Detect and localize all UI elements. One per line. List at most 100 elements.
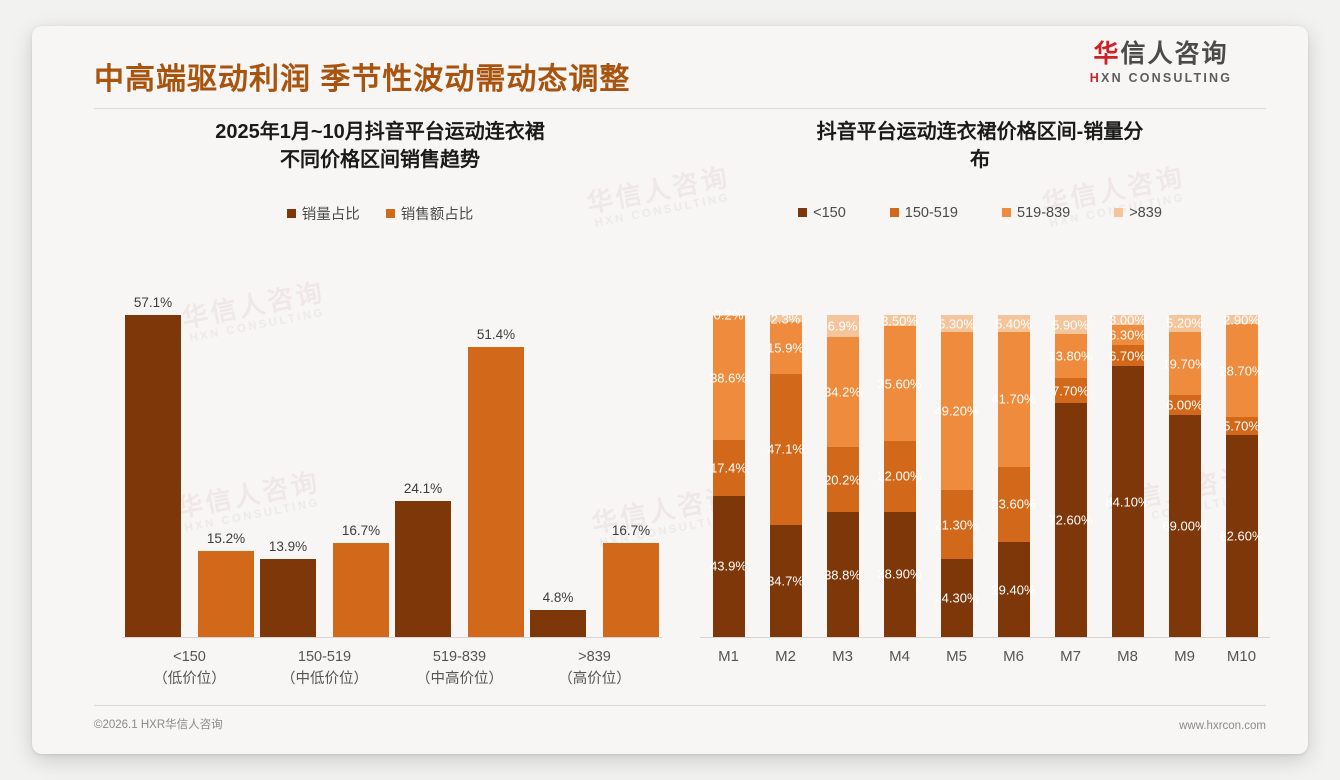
stack-segment[interactable]: 3.50%	[881, 313, 918, 328]
stack-segment-label: 35.60%	[877, 376, 922, 392]
stacked-bar[interactable]: 43.9% 17.4% 38.6% 0.2%	[710, 308, 747, 637]
stack-segment[interactable]: 6.70%	[1109, 344, 1146, 367]
stack-segment[interactable]: 5.30%	[938, 315, 975, 333]
legend-swatch-icon	[798, 208, 808, 218]
stack-segment-label: 23.60%	[991, 496, 1036, 512]
stack-segment[interactable]: 19.70%	[1162, 331, 1207, 396]
bar[interactable]	[530, 609, 586, 637]
stacked-bar[interactable]: 84.10% 6.70% 6.30% 3.00%	[1105, 312, 1150, 637]
stacked-bar[interactable]: 38.90% 22.00% 35.60% 3.50%	[877, 313, 922, 637]
stack-segment[interactable]: 5.90%	[1052, 315, 1089, 335]
stack-segment[interactable]: 34.7%	[767, 525, 804, 637]
stack-segment[interactable]: 49.20%	[934, 332, 979, 491]
bar-group: 13.9% 16.7%	[257, 299, 392, 637]
legend-item[interactable]: 销量占比	[286, 203, 360, 224]
bar-column[interactable]: 51.4%	[468, 299, 524, 637]
bar-value-label: 15.2%	[206, 531, 246, 547]
stack-segment[interactable]: 38.8%	[824, 512, 861, 637]
stacked-bar[interactable]: 38.8% 20.2% 34.2% 6.9%	[824, 315, 861, 637]
bar-value-label: 24.1%	[403, 481, 443, 497]
bar[interactable]	[198, 551, 254, 637]
stack-segment-label: 7.70%	[1052, 383, 1089, 399]
stacked-bar[interactable]: 34.7% 47.1% 15.9% 2.3%	[767, 311, 804, 637]
bar-column[interactable]: 16.7%	[603, 299, 659, 637]
chart-title-left-line1: 2025年1月~10月抖音平台运动连衣裙	[215, 121, 545, 143]
logo-chinese-text: 华信人咨询	[1056, 40, 1266, 69]
stacked-bar[interactable]: 62.60% 5.70% 28.70% 2.90%	[1219, 312, 1264, 637]
stack-segment[interactable]: 15.9%	[767, 322, 804, 374]
stack-segment[interactable]: 0.2%	[712, 308, 745, 323]
stack-segment[interactable]: 35.60%	[877, 326, 922, 441]
bar-column[interactable]: 13.9%	[260, 299, 316, 637]
stack-segment-label: 13.80%	[1048, 348, 1093, 364]
stack-segment[interactable]: 20.2%	[824, 447, 861, 513]
stacked-bar[interactable]: 69.00% 6.00% 19.70% 5.20%	[1162, 315, 1207, 637]
stack-segment[interactable]: 23.60%	[991, 466, 1036, 543]
x-axis-tick-label: <150 （低价位）	[122, 646, 257, 691]
x-tick-primary: >839	[578, 649, 611, 665]
stack-segment[interactable]: 2.90%	[1223, 312, 1260, 327]
stack-segment[interactable]: 41.70%	[991, 332, 1036, 467]
bar[interactable]	[333, 542, 389, 637]
stacked-bar[interactable]: 29.40% 23.60% 41.70% 5.40%	[991, 315, 1036, 637]
footer-copyright: ©2026.1 HXR华信人咨询	[94, 719, 223, 731]
legend-item[interactable]: 150-519	[889, 204, 958, 221]
x-tick-secondary: （中高价位）	[416, 671, 503, 688]
stack-segment[interactable]: 5.70%	[1223, 416, 1260, 436]
stacked-bar[interactable]: 24.30% 21.30% 49.20% 5.30%	[934, 315, 979, 637]
bar-column[interactable]: 16.7%	[333, 299, 389, 637]
stack-segment[interactable]: 28.70%	[1219, 324, 1264, 417]
stack-segment[interactable]: 69.00%	[1162, 414, 1207, 637]
stack-segment[interactable]: 7.70%	[1052, 378, 1089, 404]
bar-column[interactable]: 24.1%	[395, 299, 451, 637]
stack-segment[interactable]: 6.9%	[826, 315, 859, 338]
bar-group: 57.1% 15.2%	[122, 295, 257, 637]
legend-label: 150-519	[904, 204, 958, 221]
stack-segment[interactable]: 34.2%	[824, 337, 861, 448]
stack-segment[interactable]: 17.4%	[710, 439, 747, 496]
stack-segment[interactable]: 5.40%	[995, 315, 1032, 333]
stack-segment[interactable]: 13.80%	[1048, 334, 1093, 379]
legend-item[interactable]: 销售额占比	[385, 203, 473, 224]
stack-segment[interactable]: 6.30%	[1109, 324, 1146, 345]
stack-segment[interactable]: 22.00%	[877, 440, 922, 512]
stacked-bar[interactable]: 72.60% 7.70% 13.80% 5.90%	[1048, 315, 1093, 637]
stack-segment-label: 34.7%	[767, 573, 804, 589]
chart-title-right-line2: 布	[970, 149, 990, 172]
stack-segment[interactable]: 38.6%	[710, 315, 747, 440]
stack-segment[interactable]: 21.30%	[934, 490, 979, 559]
stack-segment[interactable]: 5.20%	[1166, 315, 1203, 332]
bar[interactable]	[468, 347, 524, 637]
stack-segment[interactable]: 3.00%	[1109, 312, 1146, 327]
stack-segment[interactable]: 6.00%	[1166, 395, 1203, 415]
stack-segment[interactable]: 72.60%	[1048, 403, 1093, 637]
stack-segment-label: 69.00%	[1162, 518, 1207, 534]
stack-segment[interactable]: 47.1%	[767, 373, 804, 526]
bar-column[interactable]: 15.2%	[198, 299, 254, 637]
stack-segment[interactable]: 38.90%	[877, 511, 922, 637]
stack-segment-label: 5.90%	[1052, 317, 1089, 333]
x-axis-tick-label: M7	[1060, 648, 1081, 665]
stack-segment[interactable]: 84.10%	[1105, 366, 1150, 637]
stack-segment-label: 5.30%	[938, 316, 975, 332]
stack-segment[interactable]: 2.3%	[769, 311, 802, 326]
bar[interactable]	[260, 558, 316, 637]
chart-panel-right: 抖音平台运动连衣裙价格区间-销量分 布 <150 150-519 519-839 >8…	[684, 118, 1276, 698]
stack-segment[interactable]: 62.60%	[1219, 435, 1264, 637]
bar-column[interactable]: 4.8%	[530, 299, 586, 637]
x-axis-labels-right: M1 M2 M3 M4 M5 M6 M7 M8 M9 M10	[700, 648, 1270, 676]
bar[interactable]	[125, 315, 181, 637]
legend-swatch-icon	[889, 208, 899, 218]
bar[interactable]	[395, 501, 451, 637]
stack-segment[interactable]: 43.9%	[710, 495, 747, 637]
stack-segment[interactable]: 29.40%	[991, 542, 1036, 637]
legend-item[interactable]: >839	[1114, 205, 1162, 221]
stack-segment-label: 28.70%	[1219, 363, 1264, 379]
legend-item[interactable]: 519-839	[1002, 205, 1070, 221]
stack-segment[interactable]: 24.30%	[934, 558, 979, 637]
bar[interactable]	[603, 542, 659, 637]
legend-label: >839	[1129, 204, 1162, 221]
bar-column[interactable]: 57.1%	[125, 295, 181, 637]
legend-item[interactable]: <150	[798, 205, 846, 221]
x-tick-secondary: （高价位）	[558, 671, 631, 688]
